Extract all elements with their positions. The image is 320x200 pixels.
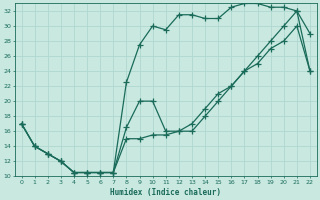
X-axis label: Humidex (Indice chaleur): Humidex (Indice chaleur) (110, 188, 221, 197)
